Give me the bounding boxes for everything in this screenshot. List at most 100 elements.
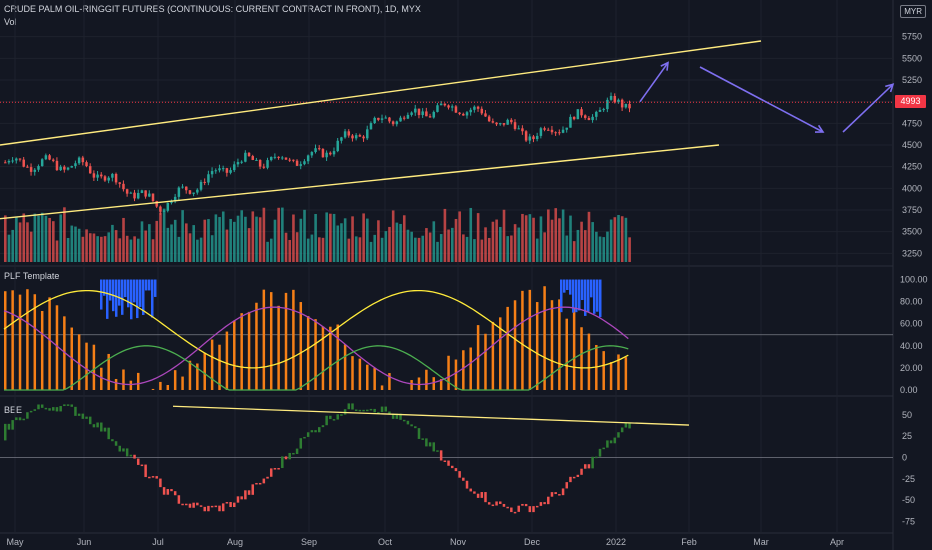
candle-body — [4, 162, 7, 164]
bee-bar — [402, 419, 406, 422]
volume-bar — [196, 239, 199, 262]
volume-bar — [624, 217, 628, 262]
candle-body — [321, 148, 325, 158]
bee-bar — [44, 407, 48, 410]
volume-bar — [499, 226, 502, 262]
candle-body — [366, 129, 369, 139]
candle-body — [624, 103, 628, 108]
bee-bar — [591, 456, 594, 469]
candle-body — [576, 109, 580, 120]
bee-bar — [388, 411, 391, 414]
volume-bar — [325, 212, 328, 262]
bee-bar — [373, 408, 376, 413]
plf-histogram-bar — [33, 294, 37, 390]
candle-body — [33, 169, 37, 172]
currency-badge[interactable]: MYR — [900, 5, 926, 18]
candle-body — [377, 117, 380, 120]
candle-body — [402, 117, 406, 119]
plf-histogram-bar — [543, 286, 546, 390]
bee-bar — [111, 439, 114, 442]
candle-body — [354, 135, 358, 139]
volume-bar — [439, 234, 443, 262]
bee-bar — [495, 501, 498, 506]
volume-bar — [295, 232, 299, 262]
plf-histogram-bar — [609, 362, 613, 390]
volume-bar — [85, 229, 88, 262]
volume-bar — [502, 209, 506, 262]
volume-bar — [340, 223, 343, 262]
price-tick-label: 5250 — [902, 75, 922, 85]
bee-bar — [462, 477, 465, 481]
volume-bar — [262, 207, 266, 262]
volume-bar — [273, 219, 277, 262]
volume-bar — [247, 228, 251, 262]
plf-histogram-bar — [535, 302, 539, 390]
candle-body — [499, 123, 502, 125]
bee-bar — [266, 476, 269, 479]
time-tick-label: Sep — [301, 537, 317, 547]
bee-bar — [410, 424, 413, 427]
bee-bar — [343, 409, 347, 415]
bee-bar — [59, 406, 62, 412]
candle-body — [351, 135, 354, 139]
bee-bar — [369, 408, 373, 411]
volume-bar — [517, 227, 521, 262]
bee-bar — [384, 406, 387, 412]
volume-bar — [465, 236, 469, 262]
candle-body — [613, 95, 617, 103]
plf-histogram-bar — [55, 305, 59, 390]
bee-bar — [513, 511, 517, 514]
volume-bar — [155, 220, 159, 262]
plf-histogram-bar — [173, 370, 177, 390]
volume-bar — [44, 215, 48, 262]
volume-bar — [595, 231, 598, 262]
candle-body — [329, 152, 332, 155]
bee-bar — [532, 506, 535, 513]
candle-body — [569, 116, 572, 128]
volume-bar — [140, 221, 144, 262]
plf-histogram-bar — [580, 327, 583, 390]
candle-body — [369, 123, 373, 130]
bee-bar — [347, 403, 351, 410]
bee-bar — [528, 506, 532, 513]
plf-histogram-bar — [469, 347, 472, 390]
plf-histogram-bar — [565, 318, 569, 390]
volume-bar — [214, 214, 218, 262]
bee-bar — [11, 420, 14, 430]
candle-body — [299, 164, 303, 166]
bee-bar — [325, 415, 328, 426]
candle-body — [550, 129, 554, 133]
candle-body — [262, 166, 266, 168]
plf-histogram-bar — [114, 378, 118, 390]
candle-body — [465, 112, 469, 116]
candle-body — [598, 109, 602, 112]
volume-bar — [125, 235, 129, 262]
candle-body — [314, 148, 317, 153]
plf-histogram-bar — [624, 357, 628, 390]
candle-body — [173, 196, 177, 202]
candle-body — [513, 122, 517, 129]
time-tick-label: 2022 — [606, 537, 626, 547]
bee-bar — [192, 502, 195, 508]
bee-bar — [613, 437, 617, 444]
candle-body — [395, 121, 399, 125]
candle-body — [521, 128, 524, 132]
candle-body — [218, 168, 221, 171]
plf-histogram-bar — [366, 364, 369, 390]
candle-body — [528, 136, 532, 141]
plf-histogram-bar — [129, 380, 133, 390]
volume-bar — [454, 218, 458, 262]
volume-bar — [303, 209, 306, 262]
volume-bar — [269, 238, 273, 262]
plf-histogram-bar — [159, 381, 162, 390]
candle-body — [510, 119, 513, 123]
bee-bar — [299, 438, 303, 449]
candle-body — [207, 174, 210, 183]
candle-body — [491, 121, 495, 123]
plf-blue-bar — [584, 279, 587, 316]
candle-body — [484, 113, 487, 117]
volume-bar — [576, 229, 580, 262]
volume-bar — [314, 214, 317, 262]
bee-bar — [125, 448, 129, 457]
